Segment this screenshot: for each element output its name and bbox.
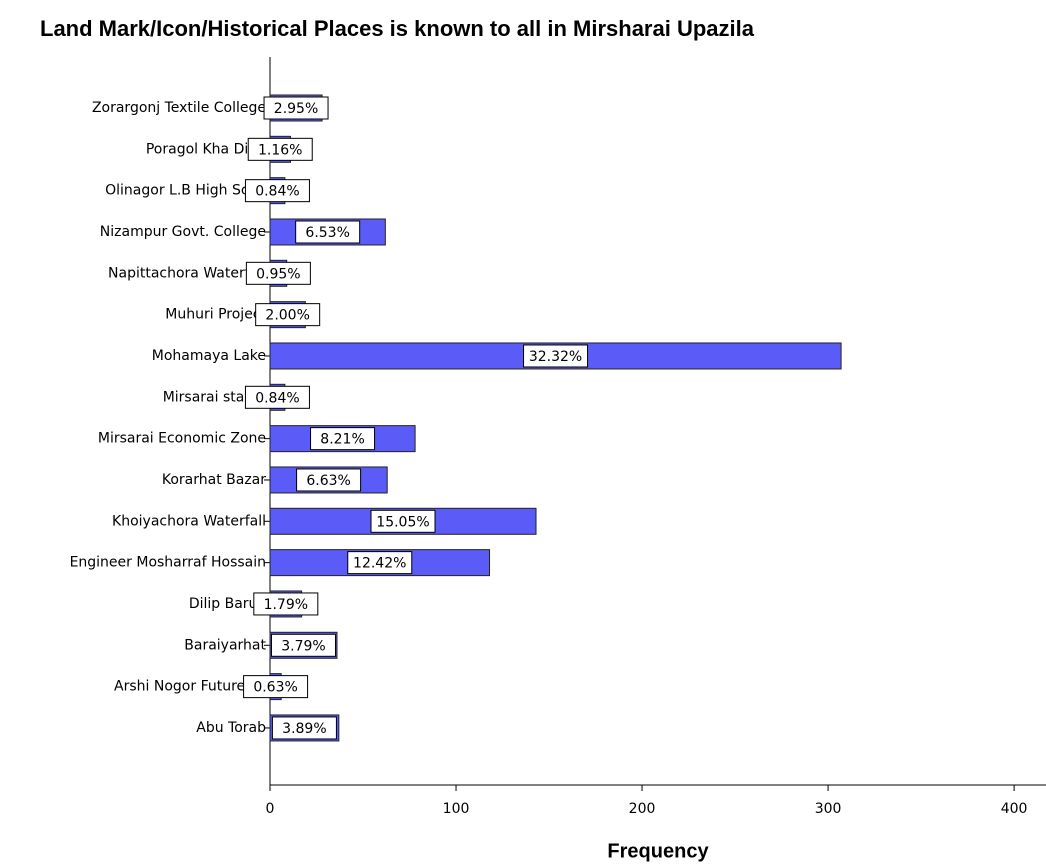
- data-label: 1.16%: [258, 142, 302, 158]
- y-tick-label: Abu Torab: [196, 720, 266, 736]
- label-box: [247, 137, 313, 161]
- label-box: [523, 344, 589, 368]
- data-label: 2.00%: [265, 308, 309, 324]
- data-label: 2.95%: [274, 101, 318, 117]
- label-box: [271, 716, 337, 740]
- y-tick-label: Mirsarai Economic Zone: [98, 431, 266, 447]
- label-box: [370, 509, 436, 533]
- x-tick-label: 200: [629, 801, 656, 817]
- y-tick-label: Zorargonj Textile College: [92, 100, 266, 116]
- x-tick-label: 100: [443, 801, 470, 817]
- label-box: [255, 303, 321, 327]
- x-tick-label: 0: [266, 801, 275, 817]
- data-label: 8.21%: [320, 432, 364, 448]
- label-box: [310, 427, 376, 451]
- label-box: [296, 468, 362, 492]
- data-label: 3.89%: [282, 721, 326, 737]
- data-label: 6.53%: [305, 225, 349, 241]
- y-tick-label: Olinagor L.B High Scho: [105, 183, 266, 199]
- y-tick-label: Napittachora Waterfall: [108, 265, 266, 281]
- y-tick-label: Baraiyarhat: [184, 637, 266, 653]
- label-box: [347, 551, 413, 575]
- data-label: 0.63%: [253, 680, 297, 696]
- y-tick-label: Poragol Kha Digh: [146, 141, 266, 157]
- label-box: [244, 385, 310, 409]
- data-label: 15.05%: [376, 514, 429, 530]
- chart-title: Land Mark/Icon/Historical Places is know…: [40, 16, 755, 41]
- y-tick-label: Arshi Nogor Future Pa: [114, 679, 266, 695]
- y-tick-label: Engineer Mosharraf Hossain: [70, 555, 266, 571]
- label-box: [263, 96, 329, 120]
- y-tick-label: Dilip Barua: [189, 596, 266, 612]
- label-box: [243, 675, 309, 699]
- data-label: 0.95%: [256, 266, 300, 282]
- data-label: 0.84%: [255, 184, 299, 200]
- y-tick-label: Mohamaya Lake: [152, 348, 266, 364]
- data-label: 0.84%: [255, 390, 299, 406]
- data-label: 6.63%: [306, 473, 350, 489]
- data-label: 12.42%: [353, 556, 406, 572]
- data-label: 1.79%: [264, 597, 308, 613]
- label-box: [295, 220, 361, 244]
- label-box: [244, 179, 310, 203]
- y-tick-label: Khoiyachora Waterfall: [112, 513, 266, 529]
- label-box: [270, 633, 336, 657]
- label-box: [245, 261, 311, 285]
- y-tick-label: Mirsarai stadiu: [163, 389, 266, 405]
- x-axis-label: Frequency: [607, 840, 709, 862]
- x-tick-label: 300: [815, 801, 842, 817]
- x-tick-label: 400: [1001, 801, 1028, 817]
- data-label: 3.79%: [281, 638, 325, 654]
- y-tick-label: Muhuri Project: [165, 307, 266, 323]
- label-box: [253, 592, 319, 616]
- data-label: 32.32%: [529, 349, 582, 365]
- y-tick-label: Korarhat Bazar: [162, 472, 266, 488]
- y-tick-label: Nizampur Govt. College: [100, 224, 266, 240]
